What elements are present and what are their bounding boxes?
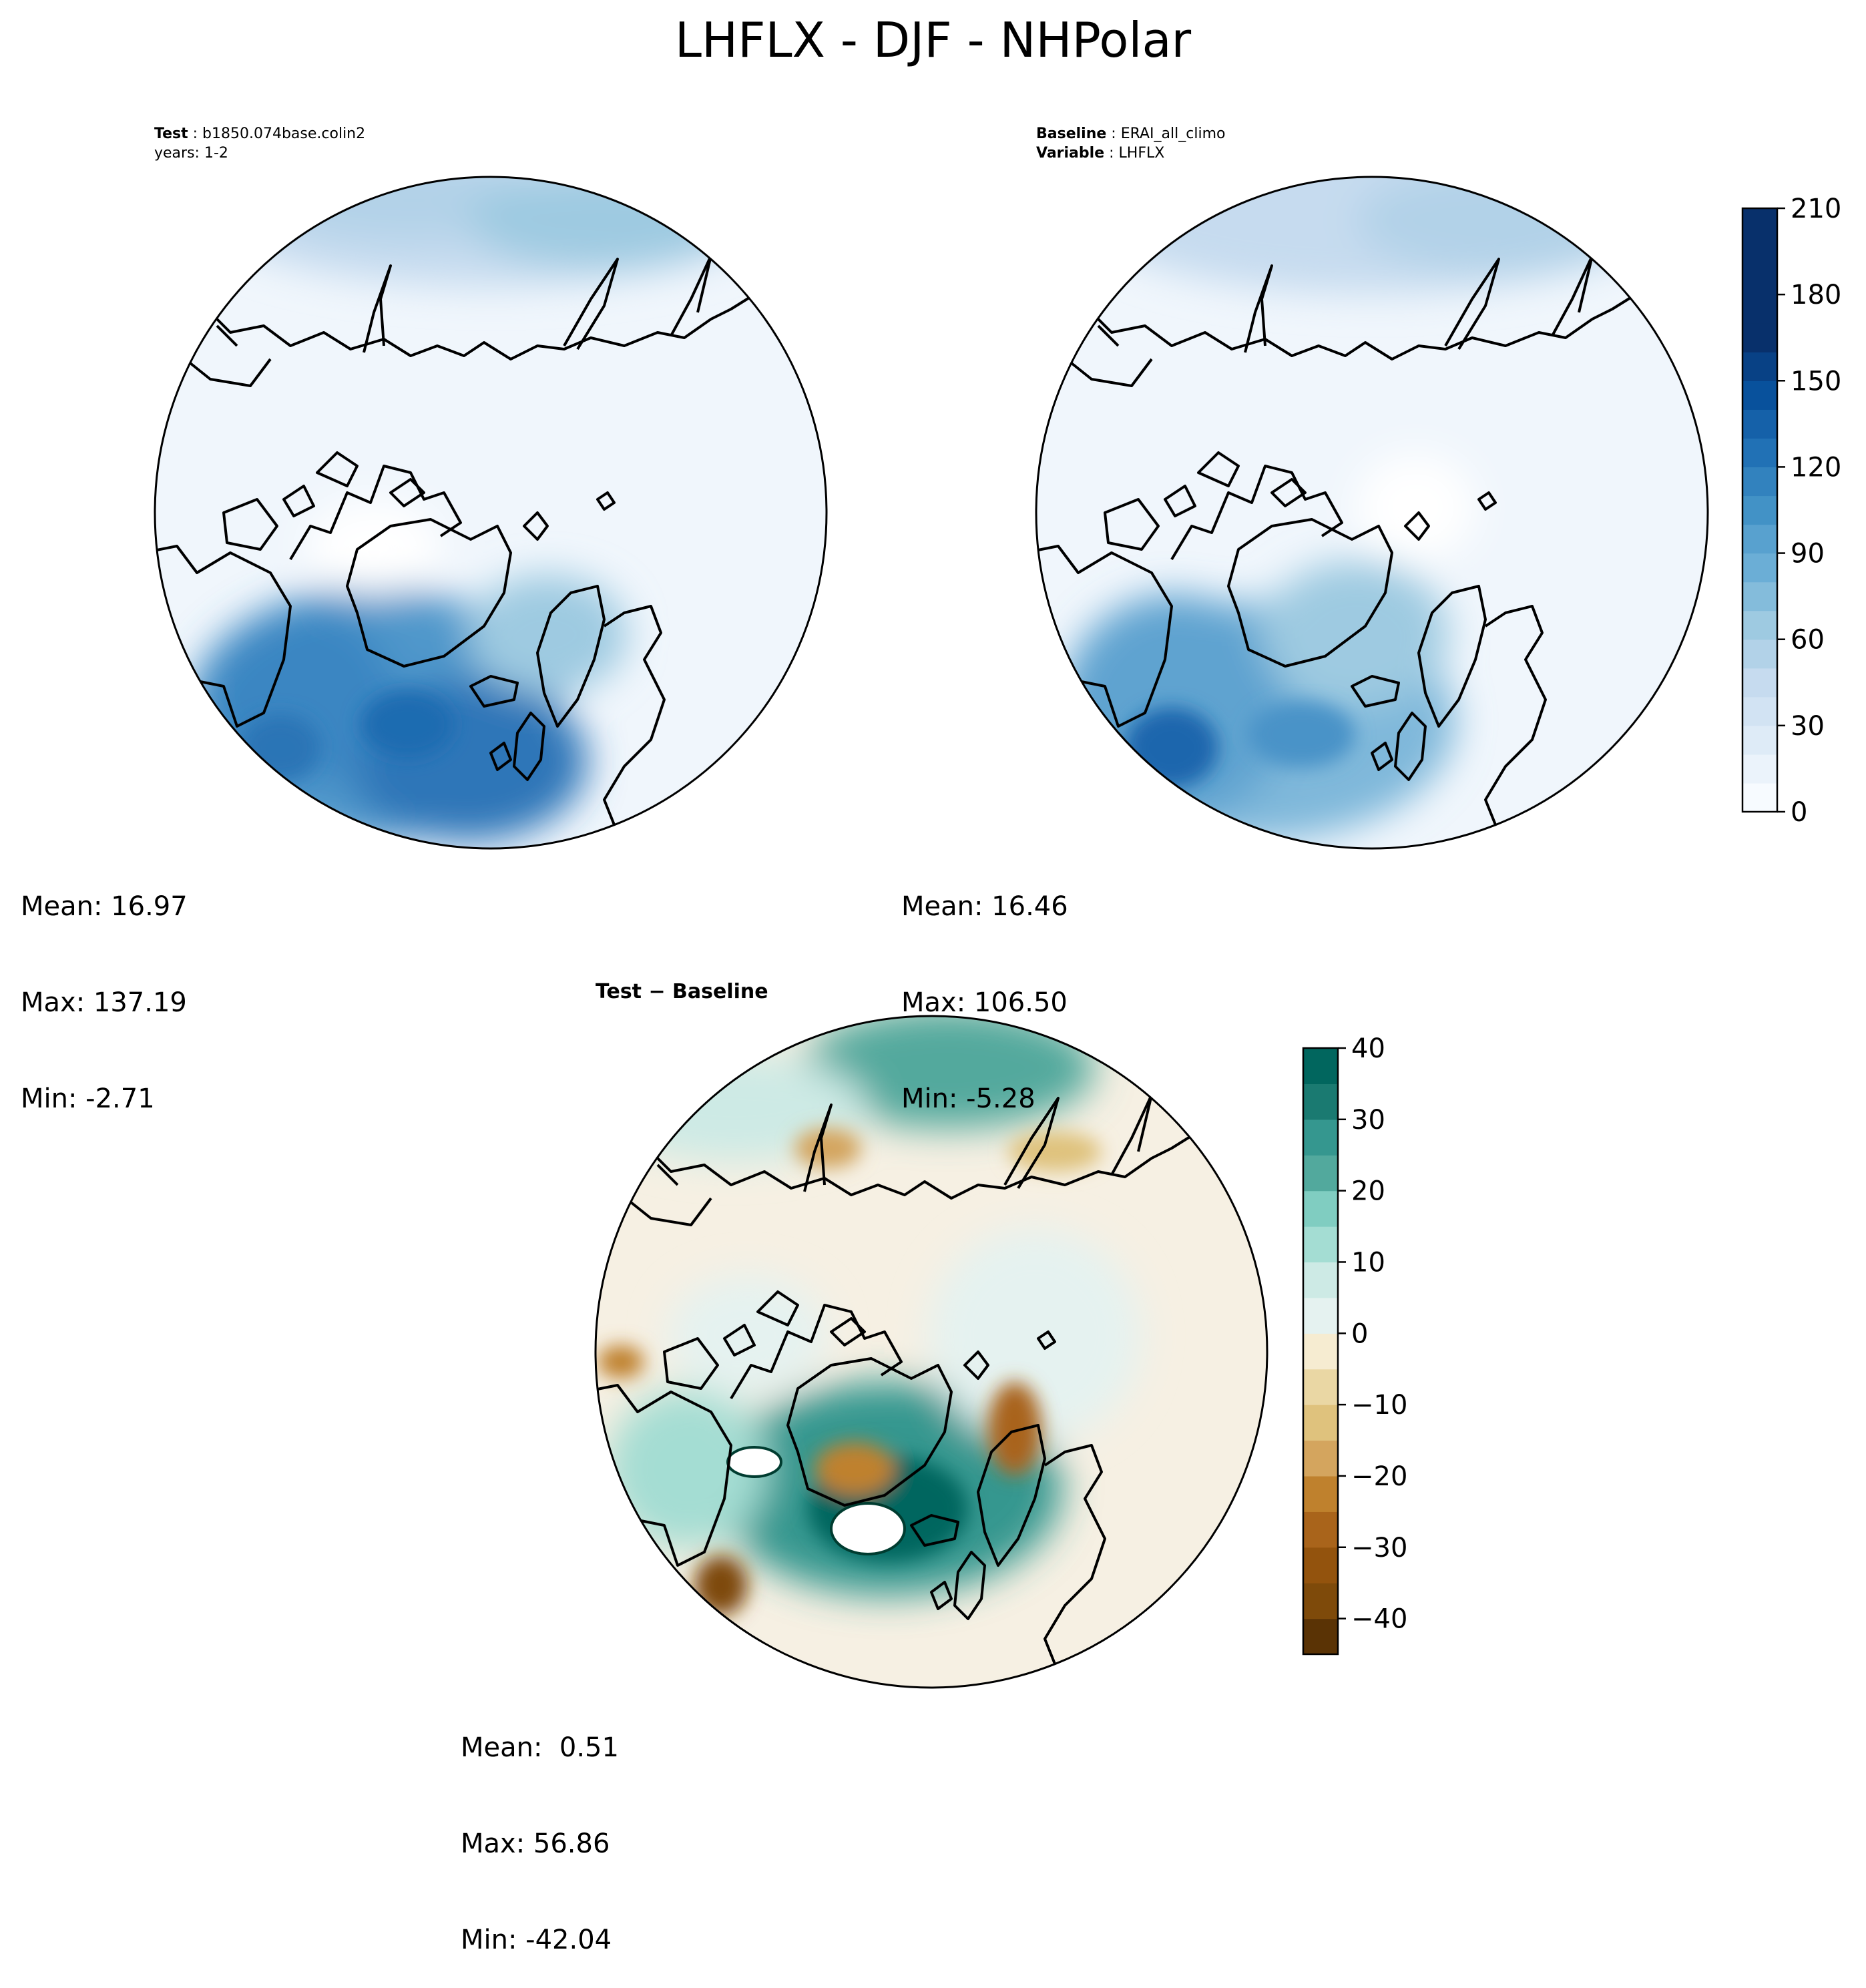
diff-colorbar-band (1303, 1618, 1338, 1655)
diff-stats: Mean: 0.51 Max: 56.86 Min: -42.04 (461, 1668, 619, 1988)
diff-colorbar-tick-label: −30 (1351, 1533, 1407, 1563)
diff-colorbar-frame (1302, 1047, 1339, 1656)
diff-colorbar-tick-label: −10 (1351, 1390, 1407, 1421)
baseline-mean: Mean: 16.46 (901, 891, 1068, 922)
main-colorbar-band (1742, 323, 1777, 352)
main-colorbar-band (1742, 208, 1777, 238)
test-stats: Mean: 16.97 Max: 137.19 Min: -2.71 (21, 826, 188, 1147)
colorbar-diff: −40 −30 −20 −10 0 10 20 30 40 (1302, 1033, 1407, 1656)
diff-colorbar-tick-label: 40 (1351, 1033, 1385, 1064)
diff-colorbar-band (1303, 1262, 1338, 1298)
diff-colorbar-band (1303, 1333, 1338, 1370)
colorbar-main: 0 30 60 90 120 150 180 210 (1741, 194, 1841, 828)
main-colorbar-band (1742, 668, 1777, 698)
main-colorbar-band (1742, 639, 1777, 669)
main-colorbar-band (1742, 438, 1777, 468)
diff-colorbar-band (1303, 1369, 1338, 1405)
baseline-case-name: ERAI_all_climo (1120, 126, 1226, 142)
baseline-min: Min: -5.28 (901, 1083, 1035, 1114)
main-colorbar-band (1742, 782, 1777, 812)
diff-colorbar-band (1303, 1083, 1338, 1120)
main-colorbar-band (1742, 495, 1777, 525)
main-colorbar-tick-label: 120 (1791, 452, 1841, 483)
diff-subtitle: Test − Baseline (596, 980, 768, 1003)
baseline-stats: Mean: 16.46 Max: 106.50 Min: -5.28 (901, 826, 1068, 1147)
main-colorbar-band (1742, 237, 1777, 266)
baseline-map (1035, 176, 1709, 850)
diff-colorbar-tick-label: 20 (1351, 1176, 1385, 1207)
test-case-name: b1850.074base.colin2 (202, 126, 366, 142)
test-years: years: 1-2 (154, 145, 228, 162)
diff-colorbar-tick-label: −20 (1351, 1461, 1407, 1492)
variable-name: LHFLX (1118, 145, 1165, 162)
diff-colorbar-tick-label: 0 (1351, 1318, 1368, 1349)
test-max: Max: 137.19 (21, 987, 187, 1018)
diff-colorbar-band (1303, 1155, 1338, 1192)
diff-colorbar-band (1303, 1048, 1338, 1085)
figure-title: LHFLX - DJF - NHPolar (674, 12, 1192, 68)
main-colorbar-band (1742, 467, 1777, 497)
test-map (154, 176, 828, 850)
test-label: Test (154, 126, 188, 142)
main-colorbar-band (1742, 553, 1777, 583)
main-colorbar-band (1742, 696, 1777, 726)
main-colorbar-band (1742, 524, 1777, 554)
diff-colorbar-band (1303, 1226, 1338, 1263)
main-colorbar-band (1742, 725, 1777, 755)
main-colorbar-band (1742, 409, 1777, 439)
diff-colorbar-band (1303, 1190, 1338, 1227)
diff-colorbar-band (1303, 1119, 1338, 1156)
main-colorbar-band (1742, 266, 1777, 295)
test-mean: Mean: 16.97 (21, 891, 188, 922)
baseline-header: Baseline : ERAI_all_climo Variable : LHF… (1036, 126, 1226, 162)
main-colorbar-tick-label: 180 (1791, 280, 1841, 310)
diff-colorbar-band (1303, 1511, 1338, 1548)
main-colorbar-band (1742, 581, 1777, 611)
main-colorbar-tick-label: 0 (1791, 797, 1807, 828)
main-colorbar-tick-label: 150 (1791, 366, 1841, 397)
main-colorbar-band (1742, 294, 1777, 324)
main-colorbar-tick-label: 30 (1791, 711, 1825, 742)
main-colorbar-band (1742, 610, 1777, 640)
main-colorbar-tick-label: 90 (1791, 539, 1825, 569)
diff-colorbar-band (1303, 1547, 1338, 1583)
diff-mean: Mean: 0.51 (461, 1732, 619, 1763)
baseline-label: Baseline (1036, 126, 1107, 142)
diff-colorbar-band (1303, 1440, 1338, 1477)
main-colorbar-tick-label: 210 (1791, 194, 1841, 224)
test-header: Test : b1850.074base.colin2 years: 1-2 (154, 126, 366, 162)
diff-colorbar-tick-label: −40 (1351, 1604, 1407, 1635)
figure-svg: 0 30 60 90 120 150 180 210 −40 −30 −20 −10 0 10 20 30 4… (154, 176, 1841, 1689)
main-colorbar-frame (1741, 207, 1779, 813)
diff-map (594, 1015, 1268, 1689)
diff-colorbar-band (1303, 1297, 1338, 1334)
diff-min: Min: -42.04 (461, 1925, 612, 1955)
main-colorbar-band (1742, 754, 1777, 784)
diff-colorbar-tick-label: 30 (1351, 1105, 1385, 1136)
test-min: Min: -2.71 (21, 1083, 155, 1114)
main-colorbar-band (1742, 352, 1777, 381)
diff-max: Max: 56.86 (461, 1828, 610, 1859)
diff-colorbar-band (1303, 1583, 1338, 1620)
baseline-max: Max: 106.50 (901, 987, 1068, 1018)
diff-colorbar-band (1303, 1475, 1338, 1512)
main-colorbar-band (1742, 381, 1777, 410)
diff-colorbar-tick-label: 10 (1351, 1247, 1385, 1278)
main-colorbar-tick-label: 60 (1791, 625, 1825, 656)
diff-colorbar-band (1303, 1405, 1338, 1441)
variable-label: Variable (1036, 145, 1105, 162)
